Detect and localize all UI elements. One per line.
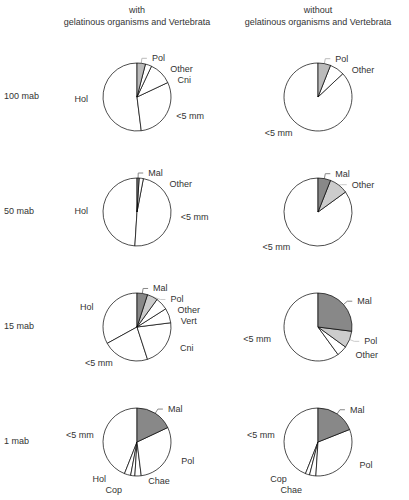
svg-text:100 mab: 100 mab: [4, 91, 39, 101]
svg-text:Other: Other: [352, 180, 375, 190]
svg-text:Chae: Chae: [148, 476, 170, 486]
svg-text:1 mab: 1 mab: [4, 436, 29, 446]
svg-text:<5 mm: <5 mm: [265, 128, 293, 138]
svg-text:Pol: Pol: [170, 294, 183, 304]
svg-text:Cop: Cop: [270, 474, 287, 484]
svg-text:Mal: Mal: [335, 169, 350, 179]
svg-text:Mal: Mal: [350, 405, 365, 415]
svg-text:Mal: Mal: [148, 168, 163, 178]
svg-text:Vert: Vert: [181, 316, 198, 326]
svg-text:<5 mm: <5 mm: [247, 430, 275, 440]
svg-text:gelatinous organisms and Verte: gelatinous organisms and Vertebrata: [245, 17, 392, 27]
svg-text:Pol: Pol: [152, 53, 165, 63]
svg-text:Cni: Cni: [177, 75, 191, 85]
svg-text:gelatinous organisms and Verte: gelatinous organisms and Vertebrata: [64, 17, 211, 27]
svg-text:Mal: Mal: [357, 296, 372, 306]
svg-text:Other: Other: [178, 305, 201, 315]
svg-text:15 mab: 15 mab: [4, 321, 34, 331]
svg-text:<5 mm: <5 mm: [176, 111, 204, 121]
svg-text:<5 mm: <5 mm: [263, 242, 291, 252]
svg-text:Other: Other: [170, 64, 193, 74]
svg-text:Hol: Hol: [80, 302, 94, 312]
svg-text:Mal: Mal: [168, 404, 183, 414]
svg-text:Pol: Pol: [364, 336, 377, 346]
svg-text:Pol: Pol: [360, 460, 373, 470]
svg-text:Pol: Pol: [181, 456, 194, 466]
svg-text:Hol: Hol: [93, 474, 107, 484]
svg-text:Cni: Cni: [180, 343, 194, 353]
svg-text:Mal: Mal: [153, 283, 168, 293]
svg-text:Hol: Hol: [75, 94, 89, 104]
svg-text:Pol: Pol: [335, 54, 348, 64]
svg-text:50 mab: 50 mab: [4, 206, 34, 216]
svg-text:Cop: Cop: [106, 485, 123, 495]
svg-text:<5 mm: <5 mm: [85, 358, 113, 368]
svg-text:Other: Other: [170, 179, 193, 189]
svg-text:<5 mm: <5 mm: [66, 430, 94, 440]
svg-text:Chae: Chae: [280, 485, 302, 495]
svg-text:without: without: [303, 5, 333, 15]
svg-text:Other: Other: [352, 65, 375, 75]
svg-text:with: with: [128, 5, 145, 15]
svg-text:Other: Other: [356, 350, 379, 360]
svg-text:<5 mm: <5 mm: [243, 334, 271, 344]
svg-text:Hol: Hol: [75, 206, 89, 216]
svg-text:<5 mm: <5 mm: [181, 212, 209, 222]
